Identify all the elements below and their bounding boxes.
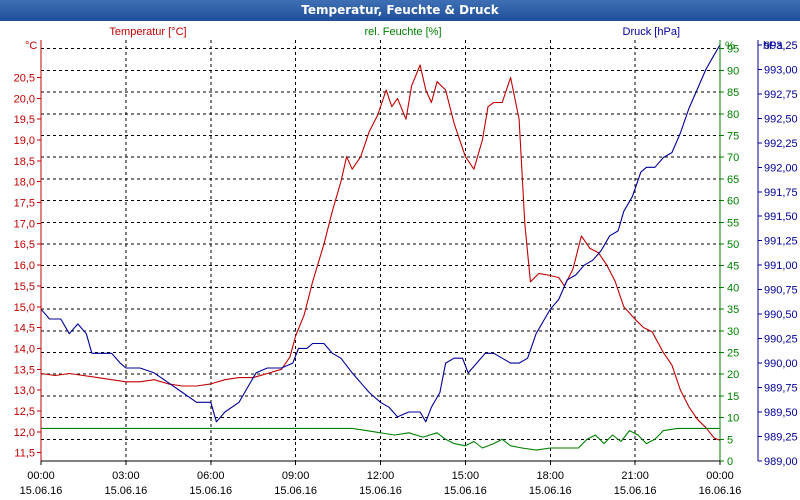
temperature-tick-label: 11,5 — [14, 448, 35, 460]
temperature-tick-label: 15,0 — [14, 302, 35, 314]
pressure-tick-label: 991,00 — [764, 260, 798, 272]
x-tick-time-label: 18:00 — [536, 470, 564, 482]
pressure-unit: hPa — [763, 40, 783, 52]
x-tick-date-label: 15.06.16 — [274, 485, 317, 497]
x-tick-time-label: 15:00 — [452, 470, 480, 482]
humidity-tick-label: 55 — [727, 217, 739, 229]
pressure-tick-label: 992,25 — [764, 138, 798, 150]
temperature-tick-label: 20,0 — [14, 93, 35, 105]
pressure-tick-label: 990,00 — [764, 358, 798, 370]
humidity-tick-label: 50 — [727, 239, 739, 251]
grid-lines — [40, 40, 721, 462]
pressure-tick-label: 990,25 — [764, 334, 798, 346]
temperature-tick-label: 19,0 — [14, 135, 35, 147]
series-line-temperature — [40, 64, 721, 441]
pressure-tick-label: 989,25 — [764, 432, 798, 444]
humidity-tick-label: 30 — [727, 326, 739, 338]
pressure-tick-label: 989,50 — [764, 407, 798, 419]
x-tick-time-label: 06:00 — [197, 470, 225, 482]
humidity-tick-label: 25 — [727, 347, 739, 359]
humidity-tick-label: 0 — [727, 456, 733, 468]
x-tick-date-label: 15.06.16 — [444, 485, 487, 497]
window-title: Temperatur, Feuchte & Druck — [301, 3, 499, 17]
humidity-tick-label: 75 — [727, 130, 739, 142]
temperature-tick-label: 14,5 — [14, 323, 35, 335]
temperature-axis-title: Temperatur [°C] — [109, 26, 186, 38]
humidity-tick-label: 10 — [727, 413, 739, 425]
humidity-tick-label: 20 — [727, 369, 739, 381]
pressure-tick-label: 992,75 — [764, 89, 798, 101]
humidity-tick-label: 95 — [727, 44, 739, 56]
humidity-tick-label: 60 — [727, 196, 739, 208]
x-tick-date-label: 15.06.16 — [359, 485, 402, 497]
temperature-tick-label: 17,5 — [14, 198, 35, 210]
humidity-tick-label: 65 — [727, 174, 739, 186]
x-tick-time-label: 12:00 — [367, 470, 395, 482]
humidity-tick-label: 35 — [727, 304, 739, 316]
humidity-axis-title: rel. Feuchte [%] — [364, 26, 441, 38]
temperature-tick-label: 18,0 — [14, 177, 35, 189]
pressure-tick-label: 990,75 — [764, 285, 798, 297]
x-tick-date-label: 15.06.16 — [104, 485, 147, 497]
x-tick-date-label: 15.06.16 — [614, 485, 657, 497]
temperature-tick-label: 18,5 — [14, 156, 35, 168]
labels-layer: Temperatur [°C] rel. Feuchte [%] Druck [… — [25, 26, 783, 52]
humidity-tick-label: 40 — [727, 282, 739, 294]
pressure-tick-label: 993,00 — [764, 64, 798, 76]
pressure-tick-label: 990,50 — [764, 309, 798, 321]
temperature-tick-label: 12,5 — [14, 406, 35, 418]
pressure-tick-label: 992,50 — [764, 113, 798, 125]
temperature-tick-label: 13,0 — [14, 385, 35, 397]
temperature-tick-label: 20,5 — [14, 73, 35, 85]
pressure-axis-title: Druck [hPa] — [623, 26, 680, 38]
pressure-tick-label: 989,00 — [764, 456, 798, 468]
window-title-bar: Temperatur, Feuchte & Druck — [0, 0, 800, 21]
axes-layer: 11,5 12,0 12,5 13,0 13,5 14,0 14,5 15,0 15,5 16,0… — [14, 40, 798, 497]
humidity-tick-label: 85 — [727, 87, 739, 99]
temperature-unit: °C — [25, 40, 37, 52]
humidity-tick-label: 5 — [727, 434, 733, 446]
temperature-tick-label: 14,0 — [14, 343, 35, 355]
pressure-tick-label: 992,00 — [764, 162, 798, 174]
temperature-tick-label: 19,5 — [14, 114, 35, 126]
series-line-humidity — [41, 427, 720, 451]
x-tick-date-label: 15.06.16 — [529, 485, 572, 497]
x-tick-time-label: 21:00 — [621, 470, 649, 482]
temperature-tick-label: 16,0 — [14, 260, 35, 272]
humidity-tick-label: 70 — [727, 152, 739, 164]
temperature-tick-label: 15,5 — [14, 281, 35, 293]
x-tick-date-label: 15.06.16 — [20, 485, 63, 497]
pressure-tick-label: 993,25 — [764, 40, 798, 52]
series-layer — [40, 44, 721, 451]
temperature-tick-label: 17,0 — [14, 218, 35, 230]
humidity-tick-label: 45 — [727, 261, 739, 273]
x-tick-time-label: 09:00 — [282, 470, 310, 482]
humidity-tick-label: 80 — [727, 109, 739, 121]
x-tick-date-label: 16.06.16 — [699, 485, 742, 497]
humidity-tick-label: 15 — [727, 391, 739, 403]
pressure-tick-label: 991,75 — [764, 187, 798, 199]
temperature-tick-label: 13,5 — [14, 364, 35, 376]
pressure-tick-label: 991,25 — [764, 236, 798, 248]
temperature-tick-label: 12,0 — [14, 427, 35, 439]
x-tick-time-label: 00:00 — [27, 470, 55, 482]
pressure-tick-label: 989,75 — [764, 383, 798, 395]
x-tick-date-label: 15.06.16 — [189, 485, 232, 497]
humidity-tick-label: 90 — [727, 65, 739, 77]
humidity-unit: % — [725, 40, 735, 52]
temperature-tick-label: 16,5 — [14, 239, 35, 251]
x-tick-time-label: 00:00 — [706, 470, 734, 482]
series-line-pressure — [40, 44, 721, 423]
x-tick-time-label: 03:00 — [112, 470, 140, 482]
pressure-tick-label: 991,50 — [764, 211, 798, 223]
